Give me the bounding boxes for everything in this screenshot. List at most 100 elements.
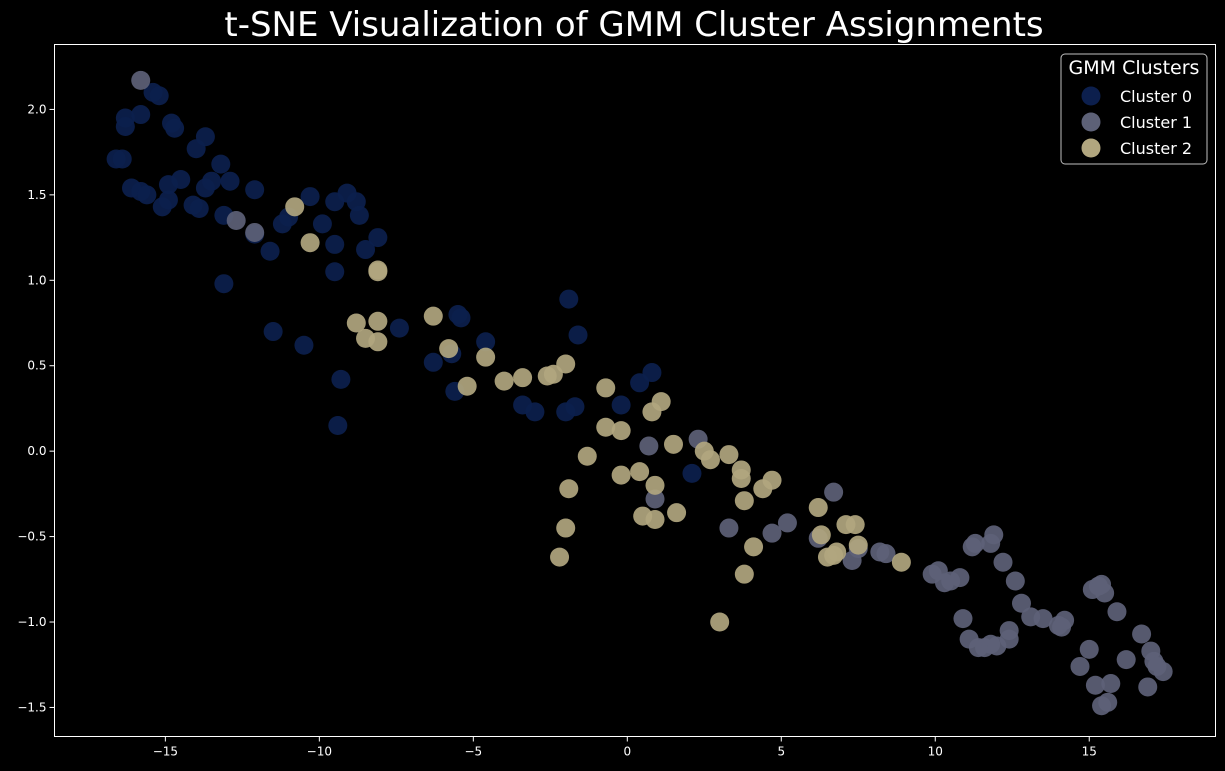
data-point [263,322,283,342]
data-point [1005,571,1025,591]
data-point [556,518,576,538]
data-point [211,154,231,174]
x-tick-label: 10 [928,745,943,759]
data-point [476,332,496,352]
data-point [300,233,320,253]
data-point [596,417,616,437]
data-point [1095,583,1115,603]
data-point [131,105,151,125]
data-point [131,70,151,90]
data-point [171,169,191,189]
data-point [331,369,351,389]
data-point [202,171,222,191]
data-points [106,70,1173,716]
data-point [876,544,896,564]
data-point [368,311,388,331]
data-point [719,518,739,538]
legend-label: Cluster 2 [1120,139,1192,158]
legend: GMM Clusters Cluster 0 Cluster 1 Cluster 2 [1060,53,1208,165]
data-point [645,510,665,530]
data-point [368,262,388,282]
data-point [389,318,409,338]
data-point [349,205,369,225]
data-point [189,199,209,219]
data-point [645,489,665,509]
data-point [577,446,597,466]
data-point [734,564,754,584]
data-point [513,368,533,388]
data-point [1085,675,1105,695]
data-point [1153,662,1173,682]
series-cluster-1 [131,70,1173,716]
data-point [559,479,579,499]
series-cluster-2 [285,197,911,632]
x-tick-label: 0 [623,745,631,759]
data-point [226,210,246,230]
data-point [1132,624,1152,644]
data-point [1011,593,1031,613]
data-point [719,445,739,465]
data-point [457,376,477,396]
y-tick-label: −0.5 [17,530,46,544]
data-point [112,149,132,169]
data-point [245,222,265,242]
data-point [953,609,973,629]
y-axis: −1.5 −1.0 −0.5 0.0 0.5 1.0 1.5 2.0 [17,102,55,714]
data-point [423,306,443,326]
data-point [762,523,782,543]
data-point [525,402,545,422]
data-point [611,465,631,485]
legend-label: Cluster 0 [1120,87,1192,106]
data-point [596,378,616,398]
data-point [423,352,443,372]
data-point [260,241,280,261]
legend-title: GMM Clusters [1069,57,1200,79]
data-point [1116,650,1136,670]
data-point [559,289,579,309]
x-tick-label: −5 [464,745,482,759]
y-tick-label: 0.0 [27,444,46,458]
legend-label: Cluster 1 [1120,113,1192,132]
data-point [762,470,782,490]
y-tick-label: 1.0 [27,273,46,287]
data-point [550,547,570,567]
data-point [777,513,797,533]
data-point [651,392,671,412]
legend-marker [1081,112,1101,132]
data-point [965,533,985,553]
data-point [845,515,865,535]
data-point [476,347,496,367]
data-point [891,552,911,572]
data-point [1138,677,1158,697]
data-point [165,118,185,138]
data-point [808,498,828,518]
y-tick-label: 1.5 [27,188,46,202]
x-tick-label: 5 [777,745,785,759]
data-point [556,354,576,374]
data-point [1033,609,1053,629]
data-point [451,308,471,328]
data-point [285,197,305,217]
data-point [300,187,320,207]
y-tick-label: −1.0 [17,615,46,629]
data-point [149,86,169,106]
y-tick-label: 2.0 [27,102,46,116]
data-point [848,535,868,555]
x-tick-label: 15 [1082,745,1097,759]
data-point [368,228,388,248]
data-point [245,180,265,200]
chart-title: t-SNE Visualization of GMM Cluster Assig… [224,5,1043,45]
data-point [1107,602,1127,622]
data-point [611,421,631,441]
y-tick-label: 0.5 [27,359,46,373]
data-point [999,629,1019,649]
data-point [439,339,459,359]
data-point [1055,610,1075,630]
x-tick-label: −10 [307,745,332,759]
data-point [642,363,662,383]
data-point [731,468,751,488]
data-point [993,552,1013,572]
data-point [667,503,687,523]
data-point [214,274,234,294]
